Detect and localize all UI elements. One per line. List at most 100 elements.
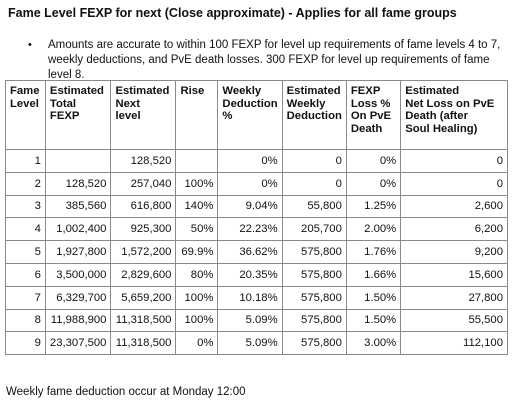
table-cell-estimated-weekly-deduction: 575,800 — [281, 331, 347, 356]
table-cell-fame-level: 8 — [5, 308, 46, 333]
footer-note: Weekly fame deduction occur at Monday 12… — [6, 386, 246, 398]
table-body: 1 128,520 0% 0 0% 0 2 128,520 257,040 100% 0% 0 0% 0 3… — [5, 149, 508, 356]
table-cell-fexp-loss-pve: 0% — [345, 171, 402, 196]
column-header-rise: Rise — [175, 80, 219, 150]
column-header-fexp-loss-pve: FEXP Loss % On PvE Death — [345, 80, 402, 150]
column-header-line: Estimated — [405, 85, 460, 97]
table-cell-estimated-next-level: 1,572,200 — [110, 240, 177, 264]
table-cell-fame-level: 2 — [5, 171, 46, 196]
table-cell-weekly-deduction-pct: 0% — [217, 149, 283, 173]
table-cell-estimated-weekly-deduction: 0 — [281, 149, 347, 173]
table-cell-fexp-loss-pve: 1.50% — [345, 285, 402, 310]
table-cell-weekly-deduction-pct: 5.09% — [217, 308, 283, 333]
table-cell-fame-level: 7 — [5, 285, 46, 310]
table-cell-rise: 100% — [175, 308, 219, 333]
table-cell-estimated-net-loss-pve: 2,600 — [400, 194, 508, 219]
column-header-line: Estimated — [115, 85, 170, 97]
table-cell-fexp-loss-pve: 2.00% — [345, 217, 402, 242]
column-header-estimated-net-loss-pve: Estimated Net Loss on PvE Death (after Soul… — [400, 80, 508, 150]
table-cell-estimated-next-level: 925,300 — [110, 217, 177, 242]
column-header-line: Estimated — [49, 85, 104, 97]
column-header-fame-level: Fame Level — [5, 80, 46, 150]
column-header-estimated-total-fexp: Estimated Total FEXP — [44, 80, 112, 150]
column-header-line: % — [222, 110, 233, 123]
table-cell-rise: 140% — [175, 194, 219, 219]
table-cell-rise: 100% — [175, 285, 219, 310]
table-cell-estimated-next-level: 2,829,600 — [110, 262, 177, 287]
table-cell-fame-level: 4 — [5, 217, 46, 242]
table-cell-estimated-weekly-deduction: 205,700 — [281, 217, 347, 242]
table-cell-estimated-next-level: 257,040 — [110, 171, 177, 196]
table-cell-estimated-total-fexp: 3,500,000 — [44, 262, 112, 287]
table-cell-estimated-total-fexp: 1,927,800 — [44, 240, 112, 264]
table-cell-estimated-weekly-deduction: 0 — [281, 171, 347, 196]
table-cell-rise: 0% — [175, 331, 219, 356]
table-header-row: Fame Level Estimated Total FEXP Estimated Next… — [5, 80, 508, 150]
table-cell-rise: 100% — [175, 171, 219, 196]
column-header-line: Total — [49, 97, 77, 110]
column-header-line: Rise — [180, 85, 205, 97]
table-cell-rise: 50% — [175, 217, 219, 242]
column-header-line: FEXP — [350, 85, 381, 97]
table-cell-estimated-net-loss-pve: 27,800 — [400, 285, 508, 310]
table-cell-estimated-weekly-deduction: 575,800 — [281, 285, 347, 310]
table-cell-fame-level: 1 — [5, 149, 46, 173]
table-cell-estimated-next-level: 5,659,200 — [110, 285, 177, 310]
column-header-line: FEXP — [49, 110, 80, 123]
table-cell-fexp-loss-pve: 1.50% — [345, 308, 402, 333]
table-cell-estimated-total-fexp: 23,307,500 — [44, 331, 112, 356]
table-cell-estimated-next-level: 128,520 — [110, 149, 177, 173]
table-cell-rise: 69.9% — [175, 240, 219, 264]
page-title: Fame Level FEXP for next (Close approxim… — [8, 6, 457, 20]
table-cell-estimated-total-fexp: 385,560 — [44, 194, 112, 219]
table-cell-fame-level: 6 — [5, 262, 46, 287]
table-row: 1 128,520 0% 0 0% 0 — [5, 149, 508, 173]
table-cell-weekly-deduction-pct: 36.62% — [217, 240, 283, 264]
note-list-item: • Amounts are accurate to within 100 FEX… — [28, 38, 506, 83]
table-cell-estimated-net-loss-pve: 0 — [400, 149, 508, 173]
table-cell-estimated-net-loss-pve: 9,200 — [400, 240, 508, 264]
table-cell-estimated-net-loss-pve: 0 — [400, 171, 508, 196]
column-header-weekly-deduction-pct: Weekly Deduction% — [217, 80, 283, 150]
table-row: 4 1,002,400 925,300 50% 22.23% 205,700 2.00% 6,… — [5, 217, 508, 242]
table-cell-estimated-weekly-deduction: 575,800 — [281, 240, 347, 264]
column-header-line: On PvE — [350, 110, 392, 123]
table-cell-estimated-weekly-deduction: 575,800 — [281, 308, 347, 333]
table-cell-estimated-next-level: 11,318,500 — [110, 331, 177, 356]
table-cell-estimated-weekly-deduction: 55,800 — [281, 194, 347, 219]
table-cell-estimated-total-fexp: 128,520 — [44, 171, 112, 196]
table-cell-estimated-net-loss-pve: 15,600 — [400, 262, 508, 287]
table-cell-fexp-loss-pve: 0% — [345, 149, 402, 173]
table-cell-estimated-next-level: 616,800 — [110, 194, 177, 219]
table-cell-estimated-total-fexp: 6,329,700 — [44, 285, 112, 310]
table-cell-fexp-loss-pve: 1.25% — [345, 194, 402, 219]
table-cell-rise — [175, 149, 219, 173]
table-cell-estimated-total-fexp: 11,988,900 — [44, 308, 112, 333]
table-cell-weekly-deduction-pct: 9.04% — [217, 194, 283, 219]
column-header-line: level — [115, 110, 141, 123]
column-header-line: Level — [10, 97, 39, 110]
table-row: 6 3,500,000 2,829,600 80% 20.35% 575,800 1.66%… — [5, 262, 508, 287]
column-header-estimated-next-level: Estimated Next level — [110, 80, 177, 150]
table-cell-fame-level: 3 — [5, 194, 46, 219]
table-cell-weekly-deduction-pct: 20.35% — [217, 262, 283, 287]
table-row: 5 1,927,800 1,572,200 69.9% 36.62% 575,800 1.7… — [5, 240, 508, 264]
bullet-icon: • — [28, 39, 32, 51]
table-cell-fexp-loss-pve: 1.66% — [345, 262, 402, 287]
table-cell-fexp-loss-pve: 3.00% — [345, 331, 402, 356]
column-header-line: Estimated — [286, 85, 341, 97]
table-cell-estimated-net-loss-pve: 112,100 — [400, 331, 508, 356]
table-cell-rise: 80% — [175, 262, 219, 287]
column-header-line: Death — [350, 122, 383, 135]
table-cell-weekly-deduction-pct: 5.09% — [217, 331, 283, 356]
fame-level-table: Fame Level Estimated Total FEXP Estimated Next… — [5, 80, 508, 356]
table-cell-fame-level: 5 — [5, 240, 46, 264]
column-header-line: Death (after — [405, 110, 468, 123]
column-header-line: Fame — [10, 85, 40, 97]
column-header-line: Weekly — [286, 97, 326, 110]
table-row: 3 385,560 616,800 140% 9.04% 55,800 1.25% 2,600 — [5, 194, 508, 219]
table-row: 2 128,520 257,040 100% 0% 0 0% 0 — [5, 171, 508, 196]
table-row: 9 23,307,500 11,318,500 0% 5.09% 575,800 3.00%… — [5, 331, 508, 356]
table-row: 7 6,329,700 5,659,200 100% 10.18% 575,800 1.50… — [5, 285, 508, 310]
column-header-line: Weekly — [222, 85, 262, 97]
